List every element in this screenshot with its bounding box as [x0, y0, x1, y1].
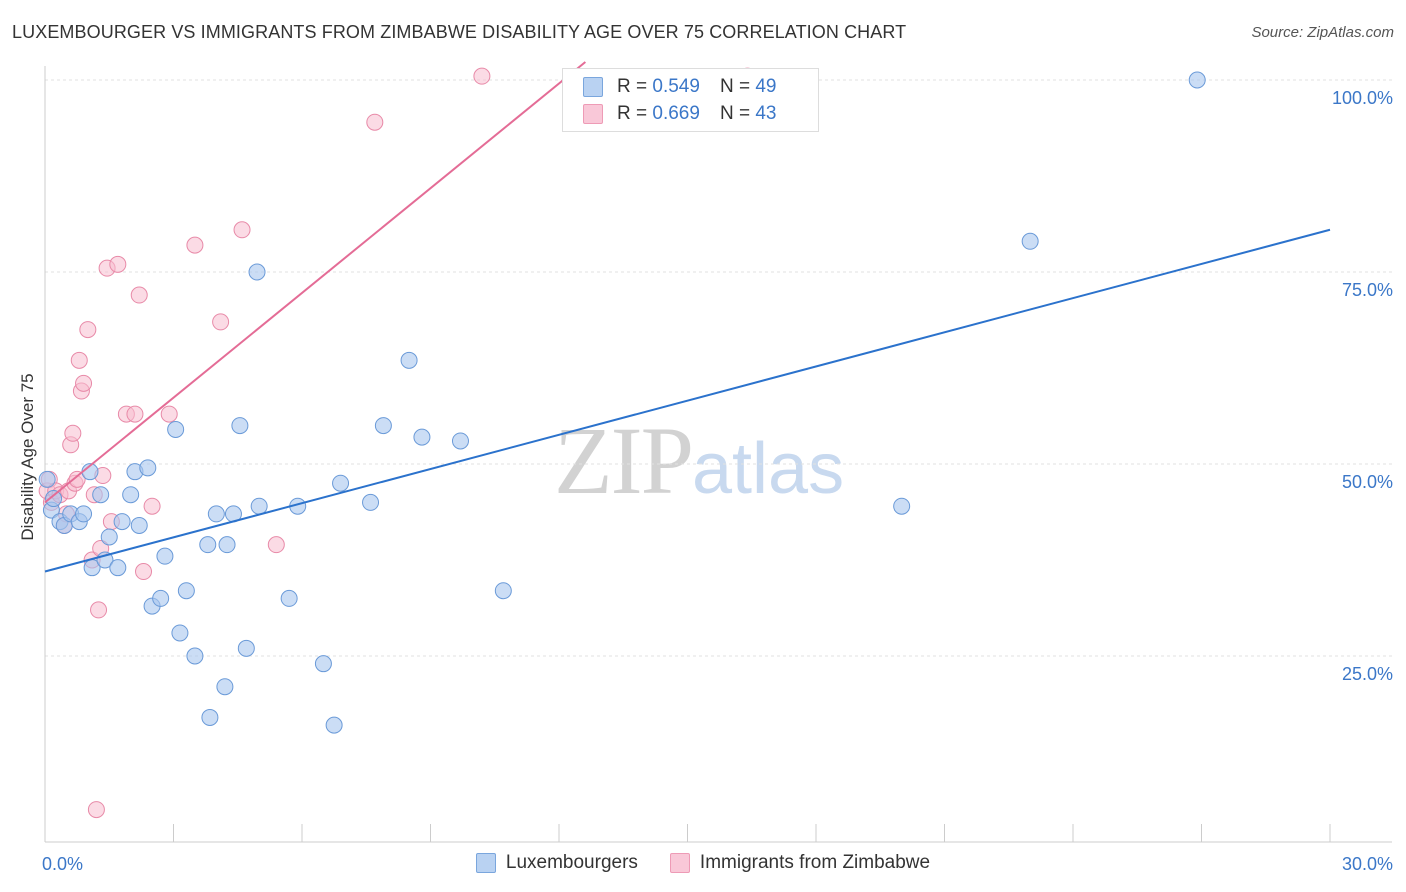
luxembourger-point: [109, 559, 127, 577]
legend-r-value: 0.669: [652, 103, 700, 124]
legend-r-label: R =: [617, 76, 648, 97]
watermark: ZIPatlas: [554, 405, 844, 516]
luxembourger-point: [139, 459, 157, 477]
zimbabwe-point: [68, 470, 86, 488]
chart-title: LUXEMBOURGER VS IMMIGRANTS FROM ZIMBABWE…: [12, 22, 907, 42]
legend-label: Luxembourgers: [505, 852, 638, 873]
luxembourger-point: [167, 420, 185, 438]
zimbabwe-point: [126, 405, 144, 423]
zimbabwe-point: [109, 255, 127, 273]
luxembourger-point: [218, 536, 236, 554]
luxembourger-point: [113, 513, 131, 531]
legend-n-label: N =: [719, 103, 751, 124]
luxembourger-point: [451, 432, 469, 450]
luxembourger-point: [250, 497, 268, 515]
zimbabwe-point: [87, 801, 105, 819]
series-legend: Luxembourgers Immigrants from Zimbabwe: [0, 852, 1406, 874]
zimbabwe-point: [186, 236, 204, 254]
grid-lines: [45, 79, 1392, 657]
luxembourger-point: [122, 486, 140, 504]
luxembourger-point: [332, 474, 350, 492]
legend-swatch-blue: [475, 853, 496, 873]
luxembourger-point: [100, 528, 118, 546]
luxembourger-point: [156, 547, 174, 565]
legend-item-zimbabwe[interactable]: Immigrants from Zimbabwe: [669, 852, 931, 874]
luxembourger-point: [325, 716, 343, 734]
legend-n-value: 43: [755, 103, 777, 124]
watermark-zip: ZIP: [554, 407, 694, 514]
luxembourger-point: [207, 505, 225, 523]
luxembourger-point: [1188, 71, 1206, 89]
luxembourger-point: [237, 639, 255, 657]
luxembourger-point: [130, 516, 148, 534]
zimbabwe-point: [75, 374, 93, 392]
y-axis-title: Disability Age Over 75: [18, 373, 37, 541]
correlation-legend: R = 0.549 N = 49 R = 0.669 N = 43: [562, 68, 819, 132]
legend-swatch-pink: [669, 853, 690, 873]
zimbabwe-point: [267, 536, 285, 554]
luxembourger-point: [216, 678, 234, 696]
luxembourger-point: [186, 647, 204, 665]
zimbabwe-point: [135, 563, 153, 581]
luxembourger-trend-line: [44, 228, 1331, 573]
luxembourger-point: [177, 582, 195, 600]
luxembourger-point: [38, 470, 56, 488]
zimbabwe-point: [160, 405, 178, 423]
legend-r-value: 0.549: [652, 76, 700, 97]
luxembourger-point: [362, 493, 380, 511]
legend-swatch-pink: [583, 104, 603, 124]
legend-n-value: 49: [755, 76, 777, 97]
zimbabwe-point: [473, 67, 491, 85]
luxembourger-point: [413, 428, 431, 446]
legend-label: Immigrants from Zimbabwe: [699, 852, 931, 873]
chart-source: Source: ZipAtlas.com: [1251, 24, 1394, 41]
y-tick-label: 25.0%: [1342, 664, 1393, 684]
legend-row-luxembourgers: R = 0.549 N = 49: [583, 75, 776, 99]
zimbabwe-point: [64, 424, 82, 442]
zimbabwe-point: [70, 351, 88, 369]
luxembourger-point: [199, 536, 217, 554]
y-tick-label: 75.0%: [1342, 280, 1393, 300]
watermark-atlas: atlas: [692, 429, 845, 509]
y-tick-label: 100.0%: [1332, 88, 1393, 108]
x-tick-label: 0.0%: [42, 854, 83, 874]
luxembourger-point: [400, 351, 418, 369]
zimbabwe-point: [366, 113, 384, 131]
luxembourger-point: [1021, 232, 1039, 250]
trend-lines: [44, 61, 1331, 573]
luxembourger-point: [314, 655, 332, 673]
zimbabwe-point: [143, 497, 161, 515]
legend-n-label: N =: [719, 76, 751, 97]
luxembourger-point: [374, 417, 392, 435]
luxembourger-point: [45, 490, 63, 508]
luxembourger-points: [38, 71, 1206, 734]
y-tick-label: 50.0%: [1342, 472, 1393, 492]
zimbabwe-point: [233, 221, 251, 239]
zimbabwe-point: [90, 601, 108, 619]
luxembourger-point: [280, 589, 298, 607]
luxembourger-point: [231, 417, 249, 435]
luxembourger-point: [75, 505, 93, 523]
luxembourger-point: [92, 486, 110, 504]
legend-item-luxembourgers[interactable]: Luxembourgers: [475, 852, 638, 874]
zimbabwe-point: [79, 321, 97, 339]
luxembourger-point: [171, 624, 189, 642]
tick-labels: 25.0% 50.0% 75.0% 100.0% 0.0% 30.0%: [42, 88, 1393, 874]
luxembourger-point: [248, 263, 266, 281]
axes: [44, 66, 1392, 843]
zimbabwe-trend-line: [44, 61, 587, 504]
zimbabwe-points: [38, 67, 756, 819]
legend-row-zimbabwe: R = 0.669 N = 43: [583, 102, 776, 126]
luxembourger-point: [152, 589, 170, 607]
x-tick-label: 30.0%: [1342, 854, 1393, 874]
zimbabwe-point: [212, 313, 230, 331]
legend-swatch-blue: [583, 77, 603, 97]
luxembourger-point: [893, 497, 911, 515]
zimbabwe-point: [130, 286, 148, 304]
legend-r-label: R =: [617, 103, 648, 124]
luxembourger-point: [494, 582, 512, 600]
luxembourger-point: [201, 708, 219, 726]
